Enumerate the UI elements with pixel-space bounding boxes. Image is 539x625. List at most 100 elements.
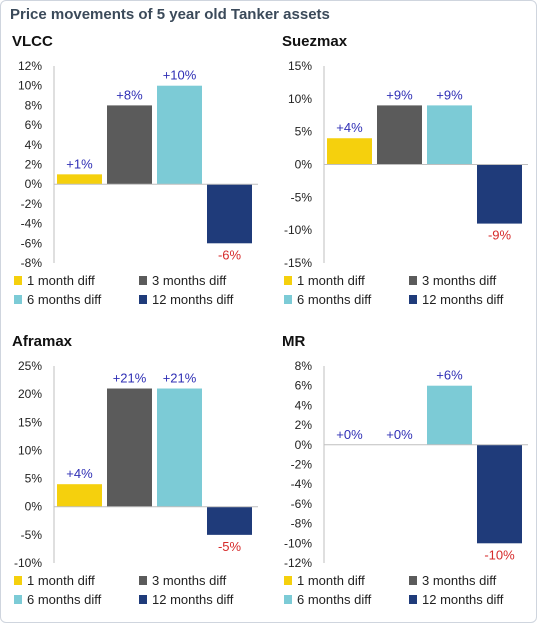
- legend-label: 3 months diff: [152, 273, 227, 288]
- y-tick-label: -4%: [21, 217, 43, 231]
- y-tick-label: -6%: [21, 236, 43, 250]
- legend-label: 3 months diff: [422, 273, 497, 288]
- y-tick-label: 0%: [295, 438, 313, 452]
- y-tick-label: 0%: [25, 500, 43, 514]
- y-tick-label: 25%: [18, 359, 42, 373]
- data-label: -6%: [218, 247, 242, 262]
- data-label: +9%: [436, 87, 463, 102]
- panel-vlcc-svg: VLCC 12% 10% 8% 6% 4% 2% 0% -2% -4% -6% -8% +1% +8% +1…: [12, 33, 258, 307]
- legend-label: 3 months diff: [422, 573, 497, 588]
- y-tick-label: 5%: [25, 472, 43, 486]
- bar-3-months-diff: [377, 105, 422, 165]
- data-label: +4%: [336, 120, 363, 135]
- bar-6-months-diff: [157, 388, 202, 507]
- panel-aframax-svg: Aframax 25% 20% 15% 10% 5% 0% -5% -10% +4% +21% +21…: [12, 333, 258, 607]
- legend-swatch: [409, 576, 417, 585]
- panel-title: Suezmax: [282, 33, 348, 50]
- bar-12-months-diff: [207, 184, 252, 244]
- panel-mr-svg: MR 8% 6% 4% 2% 0% -2% -4% -6% -8% -10% -12% +0% +0% +6…: [282, 333, 528, 607]
- y-tick-label: 12%: [18, 59, 42, 73]
- y-tick-label: 4%: [295, 398, 313, 412]
- legend-label: 12 months diff: [422, 292, 504, 307]
- legend-swatch: [14, 295, 22, 304]
- y-tick-label: 6%: [295, 379, 313, 393]
- legend-label: 6 months diff: [297, 292, 372, 307]
- y-tick-label: -5%: [291, 190, 313, 204]
- bar-6-months-diff: [157, 85, 202, 185]
- y-tick-label: 10%: [18, 443, 42, 457]
- bar-12-months-diff: [477, 444, 522, 544]
- data-label: +21%: [163, 371, 197, 386]
- y-tick-label: 10%: [288, 92, 312, 106]
- y-tick-label: -6%: [291, 497, 313, 511]
- legend-swatch: [284, 295, 292, 304]
- panel-suezmax-svg: Suezmax 15% 10% 5% 0% -5% -10% -15% +4% +9% +9% -9%…: [282, 33, 528, 307]
- y-tick-label: -4%: [291, 477, 313, 491]
- y-tick-label: -8%: [291, 517, 313, 531]
- bar-6-months-diff: [427, 385, 472, 445]
- legend-label: 6 months diff: [27, 592, 102, 607]
- legend-label: 12 months diff: [422, 592, 504, 607]
- data-label: +6%: [436, 368, 463, 383]
- data-label: +0%: [336, 427, 363, 442]
- y-tick-label: 2%: [295, 418, 313, 432]
- bar-3-months-diff: [107, 105, 152, 185]
- y-tick-label: -10%: [14, 556, 42, 570]
- panel-title: Aframax: [12, 333, 73, 350]
- y-tick-label: 2%: [25, 158, 43, 172]
- bar-12-months-diff: [207, 506, 252, 535]
- y-tick-label: 20%: [18, 387, 42, 401]
- data-label: -5%: [218, 539, 242, 554]
- legend-swatch: [139, 276, 147, 285]
- legend-label: 3 months diff: [152, 573, 227, 588]
- data-label: +0%: [386, 427, 413, 442]
- legend-label: 1 month diff: [297, 273, 365, 288]
- y-tick-label: -5%: [21, 528, 43, 542]
- panel-title: MR: [282, 333, 305, 350]
- data-label: +10%: [163, 68, 197, 83]
- data-label: +4%: [66, 466, 93, 481]
- y-tick-label: 8%: [25, 98, 43, 112]
- y-tick-label: -15%: [284, 256, 312, 270]
- y-tick-label: 0%: [25, 177, 43, 191]
- legend-swatch: [139, 295, 147, 304]
- legend-swatch: [139, 576, 147, 585]
- legend-swatch: [409, 595, 417, 604]
- bar-1-month-diff: [57, 174, 102, 185]
- bar-12-months-diff: [477, 164, 522, 224]
- y-tick-label: 10%: [18, 79, 42, 93]
- bar-6-months-diff: [427, 105, 472, 165]
- legend-swatch: [14, 276, 22, 285]
- legend-label: 12 months diff: [152, 592, 234, 607]
- legend-label: 6 months diff: [297, 592, 372, 607]
- y-tick-label: 0%: [295, 158, 313, 172]
- data-label: +1%: [66, 156, 93, 171]
- data-label: +8%: [116, 87, 143, 102]
- y-tick-label: 5%: [295, 125, 313, 139]
- legend-swatch: [139, 595, 147, 604]
- y-tick-label: -2%: [291, 458, 313, 472]
- legend-swatch: [14, 595, 22, 604]
- data-label: -10%: [484, 547, 515, 562]
- legend-swatch: [284, 276, 292, 285]
- legend-label: 1 month diff: [27, 573, 95, 588]
- y-tick-label: 8%: [295, 359, 313, 373]
- data-label: -9%: [488, 228, 512, 243]
- legend-label: 1 month diff: [297, 573, 365, 588]
- data-label: +9%: [386, 87, 413, 102]
- figure-title: Price movements of 5 year old Tanker ass…: [10, 6, 330, 23]
- legend-swatch: [284, 576, 292, 585]
- bar-3-months-diff: [107, 388, 152, 507]
- data-label: +21%: [113, 371, 147, 386]
- y-tick-label: -10%: [284, 223, 312, 237]
- bar-1-month-diff: [327, 138, 372, 165]
- legend-swatch: [14, 576, 22, 585]
- panel-title: VLCC: [12, 33, 53, 50]
- y-tick-label: -8%: [21, 256, 43, 270]
- y-tick-label: -2%: [21, 197, 43, 211]
- legend-swatch: [409, 295, 417, 304]
- y-tick-label: 4%: [25, 138, 43, 152]
- legend-label: 6 months diff: [27, 292, 102, 307]
- y-tick-label: 15%: [18, 415, 42, 429]
